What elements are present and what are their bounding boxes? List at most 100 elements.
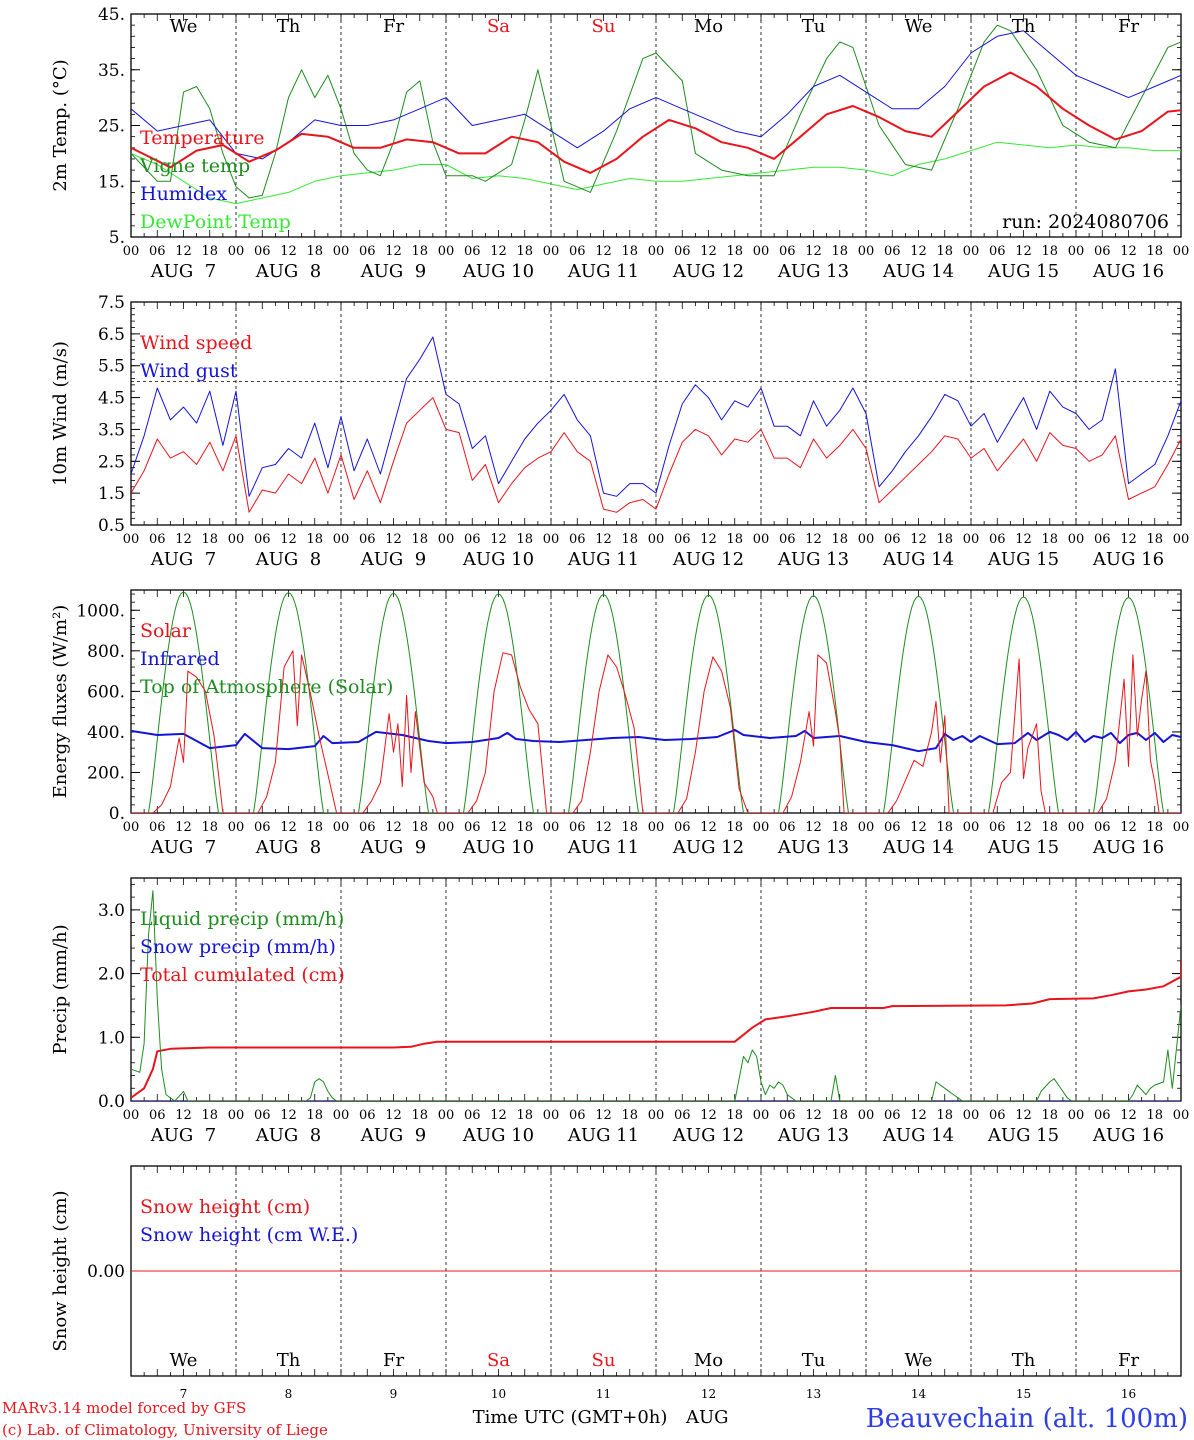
day-label: AUG 12 (672, 261, 744, 282)
day-label: AUG 10 (462, 261, 534, 282)
hour-tick-label: 12 (700, 244, 717, 259)
weekday-label: We (170, 1350, 198, 1371)
hour-tick-label: 18 (516, 532, 533, 547)
y-axis-label: 2m Temp. (°C) (50, 59, 71, 191)
hour-tick-label: 18 (201, 244, 218, 259)
day-label: AUG 16 (1092, 549, 1164, 570)
hour-tick-label: 18 (621, 820, 638, 835)
hour-tick-label: 18 (831, 1108, 848, 1123)
hour-tick-label: 00 (963, 244, 980, 259)
hour-tick-label: 00 (228, 1108, 245, 1123)
hour-tick-label: 00 (543, 820, 560, 835)
day-label: AUG 16 (1092, 837, 1164, 858)
hour-tick-label: 06 (674, 244, 691, 259)
hour-tick-label: 12 (1120, 532, 1137, 547)
run-annotation: run: 2024080706 (1002, 211, 1169, 233)
hour-tick-label: 12 (490, 532, 507, 547)
y-tick-label: 4.5 (98, 389, 125, 409)
hour-tick-label: 12 (1120, 820, 1137, 835)
hour-tick-label: 06 (569, 820, 586, 835)
weekday-label: Su (592, 1350, 616, 1371)
hour-tick-label: 18 (516, 244, 533, 259)
day-label: AUG 14 (882, 549, 954, 570)
hour-tick-label: 06 (464, 532, 481, 547)
hour-ticks (130, 878, 1182, 1101)
y-tick-label: 35. (98, 61, 125, 81)
panel-snow: 0.00 Snow height (cm) Snow height (cm) Snow… (50, 1165, 1182, 1401)
hour-tick-label: 06 (254, 1108, 271, 1123)
day-number: 11 (596, 1387, 611, 1401)
hour-tick-label: 00 (123, 244, 140, 259)
hour-tick-label: 00 (858, 820, 875, 835)
day-label: AUG 14 (882, 261, 954, 282)
hour-tick-label: 06 (1094, 244, 1111, 259)
hour-tick-label: 00 (438, 1108, 455, 1123)
legend-entry: Top of Atmosphere (Solar) (140, 676, 393, 698)
y-tick-label: 25. (98, 117, 125, 137)
hour-tick-label: 06 (674, 820, 691, 835)
hour-tick-label: 06 (884, 820, 901, 835)
y-tick-label: 3.0 (98, 901, 125, 921)
weekday-label: Th (277, 1350, 301, 1371)
hour-tick-label: 12 (175, 244, 192, 259)
series-line-wind-speed (131, 397, 1181, 513)
hour-tick-label: 06 (149, 1108, 166, 1123)
hour-tick-label: 06 (359, 532, 376, 547)
hour-tick-label: 12 (490, 244, 507, 259)
day-label: AUG 11 (567, 549, 639, 570)
hour-tick-label: 06 (779, 244, 796, 259)
hour-tick-label: 00 (648, 1108, 665, 1123)
day-label: AUG 7 (150, 837, 216, 858)
hour-tick-label: 12 (595, 820, 612, 835)
y-tick-label: 2.0 (98, 965, 125, 985)
day-label: AUG 15 (987, 549, 1059, 570)
legend-entry: Total cumulated (cm) (140, 964, 345, 986)
hour-tick-label: 18 (726, 820, 743, 835)
hour-tick-label: 12 (1015, 820, 1032, 835)
hour-tick-label: 12 (1015, 532, 1032, 547)
hour-tick-label: 06 (989, 820, 1006, 835)
series-line-solar (131, 650, 1181, 813)
hour-tick-label: 18 (936, 532, 953, 547)
hour-tick-label: 18 (1041, 244, 1058, 259)
y-tick-label: 2.5 (98, 452, 125, 472)
hour-tick-label: 12 (805, 244, 822, 259)
hour-tick-label: 06 (989, 244, 1006, 259)
day-label: AUG 12 (672, 549, 744, 570)
hour-tick-label: 00 (753, 244, 770, 259)
hour-tick-label: 12 (805, 820, 822, 835)
hour-tick-label: 18 (516, 1108, 533, 1123)
hour-ticks (130, 590, 1182, 813)
hour-tick-label: 00 (648, 820, 665, 835)
hour-tick-label: 12 (1120, 244, 1137, 259)
y-tick-label: 0.0 (98, 1092, 125, 1112)
legend-entry: Snow height (cm W.E.) (140, 1224, 358, 1246)
hour-tick-label: 00 (123, 1108, 140, 1123)
hour-tick-label: 06 (989, 532, 1006, 547)
hour-tick-label: 00 (963, 820, 980, 835)
y-axis-label: Energy fluxes (W/m²) (50, 605, 71, 799)
day-number: 10 (491, 1387, 506, 1401)
hour-tick-label: 06 (1094, 820, 1111, 835)
hour-tick-label: 00 (228, 820, 245, 835)
legend-entry: Vigne temp (139, 155, 250, 177)
legend-entry: Snow precip (mm/h) (140, 936, 336, 958)
day-label: AUG 10 (462, 1125, 534, 1146)
y-tick-label: 5.5 (98, 357, 125, 377)
x-axis-month: AUG (685, 1407, 729, 1428)
hour-tick-label: 00 (543, 532, 560, 547)
day-number: 12 (701, 1387, 716, 1401)
hour-ticks (130, 1166, 1182, 1376)
day-label: AUG 9 (360, 549, 426, 570)
y-tick-label: 3.5 (98, 420, 125, 440)
hour-tick-label: 18 (1146, 1108, 1163, 1123)
hour-tick-label: 00 (753, 532, 770, 547)
hour-tick-label: 00 (1173, 1108, 1190, 1123)
panel-wind: 7.5 6.5 5.5 4.5 3.5 2.5 1.5 0.5 10m Wind (m/s) Wi… (50, 293, 1189, 570)
hour-tick-label: 18 (306, 244, 323, 259)
hour-tick-label: 18 (726, 1108, 743, 1123)
day-label: AUG 8 (255, 261, 321, 282)
hour-tick-label: 00 (438, 244, 455, 259)
day-label: AUG 7 (150, 1125, 216, 1146)
